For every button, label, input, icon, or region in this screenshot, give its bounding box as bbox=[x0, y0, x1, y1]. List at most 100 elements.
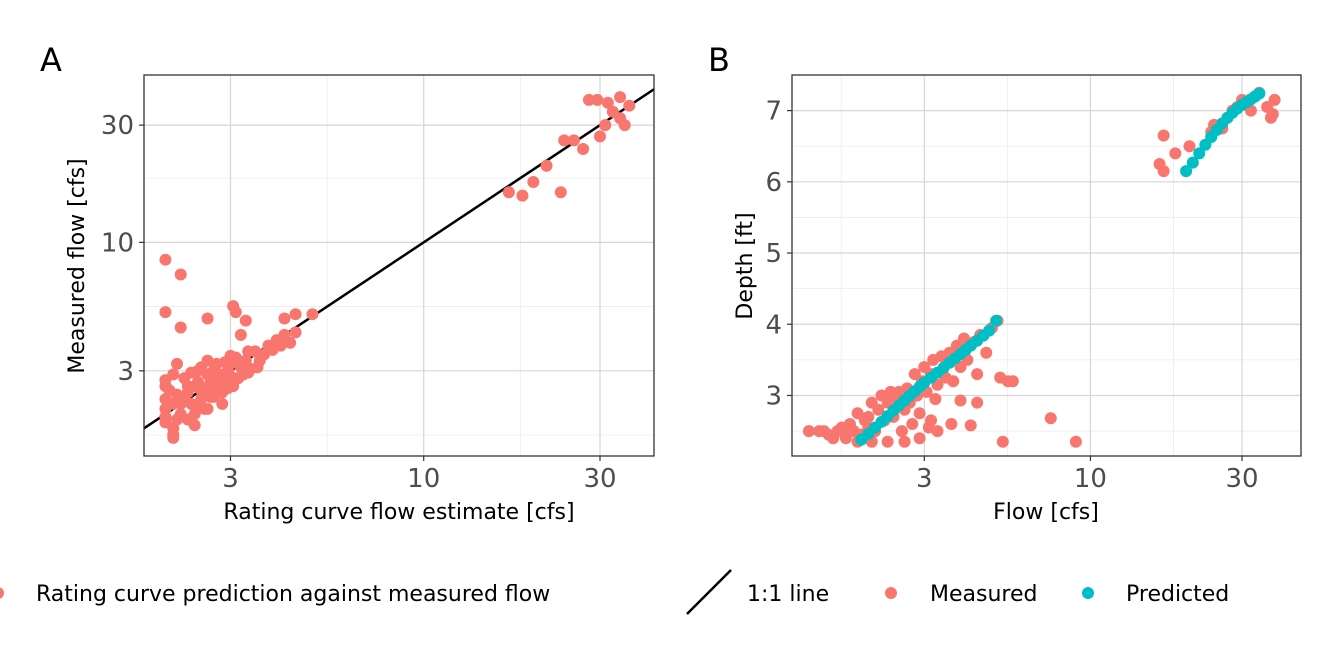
panel-label-b: B bbox=[708, 41, 730, 79]
measured-point bbox=[181, 413, 194, 426]
measured-point bbox=[802, 425, 815, 438]
measured-point bbox=[201, 402, 214, 415]
measured-point bbox=[289, 308, 302, 321]
y-tick-label: 3 bbox=[117, 357, 134, 387]
measured-point bbox=[540, 159, 553, 172]
x-tick-label: 30 bbox=[583, 464, 616, 494]
measured-point bbox=[306, 308, 319, 321]
legend-measured-label: Measured bbox=[930, 582, 1037, 607]
measured-point bbox=[599, 119, 612, 132]
measured-point bbox=[947, 375, 960, 388]
measured-point bbox=[207, 364, 220, 377]
panel-b-ticks: 3 10 30 3 4 5 6 7 bbox=[765, 97, 1258, 494]
measured-point bbox=[229, 306, 242, 319]
measured-point bbox=[931, 425, 944, 438]
measured-point bbox=[996, 435, 1009, 448]
measured-point bbox=[171, 357, 184, 370]
measured-point bbox=[971, 396, 984, 409]
measured-point bbox=[618, 119, 631, 132]
measured-point bbox=[159, 306, 172, 319]
measured-point bbox=[554, 186, 567, 199]
measured-point bbox=[881, 435, 894, 448]
measured-point bbox=[872, 403, 885, 416]
panel-b: B 3 10 30 3 4 5 6 7 Flow [cfs] Depth [ft] bbox=[708, 41, 1302, 525]
measured-point bbox=[623, 99, 636, 112]
measured-point bbox=[278, 312, 291, 325]
measured-point bbox=[567, 134, 580, 147]
measured-point bbox=[178, 393, 191, 406]
predicted-point bbox=[983, 324, 996, 337]
measured-point bbox=[242, 345, 255, 358]
panel-b-points bbox=[802, 86, 1281, 448]
measured-point bbox=[913, 407, 926, 420]
measured-point bbox=[558, 134, 571, 147]
legend-predicted-label: Predicted bbox=[1126, 582, 1229, 607]
measured-point bbox=[582, 93, 595, 106]
measured-point bbox=[964, 419, 977, 432]
measured-point bbox=[839, 432, 852, 445]
measured-point bbox=[242, 366, 255, 379]
x-tick-label: 3 bbox=[222, 464, 239, 494]
predicted-point bbox=[1186, 156, 1199, 169]
measured-point bbox=[954, 394, 967, 407]
measured-point bbox=[201, 312, 214, 325]
measured-point bbox=[289, 326, 302, 339]
measured-point bbox=[1157, 129, 1170, 142]
y-tick-label: 5 bbox=[765, 239, 782, 269]
measured-point bbox=[232, 372, 245, 385]
predicted-point bbox=[1180, 165, 1193, 178]
measured-point bbox=[163, 384, 176, 397]
measured-point bbox=[906, 417, 919, 430]
panel-b-x-axis-title: Flow [cfs] bbox=[993, 500, 1099, 525]
measured-point bbox=[516, 189, 529, 202]
measured-point bbox=[185, 366, 198, 379]
measured-point bbox=[284, 336, 297, 349]
legend-line-swatch bbox=[686, 569, 732, 615]
x-tick-label: 10 bbox=[407, 464, 440, 494]
panel-a-x-axis-title: Rating curve flow estimate [cfs] bbox=[223, 500, 574, 525]
measured-point bbox=[1069, 435, 1082, 448]
measured-point bbox=[591, 93, 604, 106]
predicted-point bbox=[990, 314, 1003, 327]
panel-a-y-axis-title: Measured flow [cfs] bbox=[65, 158, 90, 373]
measured-point bbox=[167, 397, 180, 410]
panel-a-points bbox=[159, 91, 636, 444]
measured-point bbox=[601, 96, 614, 109]
panel-a-ticks: 3 10 30 3 10 30 bbox=[101, 111, 617, 494]
measured-point bbox=[1169, 147, 1182, 160]
measured-point bbox=[159, 253, 172, 266]
legend-left-label: Rating curve prediction against measured… bbox=[36, 582, 550, 607]
measured-point bbox=[594, 130, 607, 143]
measured-point bbox=[1268, 93, 1281, 106]
legend-measured-swatch bbox=[885, 587, 897, 599]
measured-point bbox=[167, 431, 180, 444]
measured-point bbox=[216, 397, 229, 410]
y-tick-label: 10 bbox=[101, 228, 134, 258]
measured-point bbox=[1266, 108, 1279, 121]
measured-point bbox=[159, 374, 172, 387]
measured-point bbox=[171, 413, 184, 426]
y-tick-label: 4 bbox=[765, 310, 782, 340]
measured-point bbox=[195, 361, 208, 374]
measured-point bbox=[1006, 375, 1019, 388]
measured-point bbox=[191, 400, 204, 413]
measured-point bbox=[898, 435, 911, 448]
measured-point bbox=[527, 176, 540, 189]
measured-point bbox=[221, 382, 234, 395]
measured-point bbox=[1044, 412, 1057, 425]
legend-predicted-swatch bbox=[1082, 587, 1094, 599]
measured-point bbox=[174, 268, 187, 281]
panel-label-a: A bbox=[40, 41, 62, 79]
measured-point bbox=[204, 390, 217, 403]
panel-b-frame bbox=[791, 74, 1302, 457]
predicted-point bbox=[1193, 147, 1206, 160]
panel-a-frame bbox=[143, 74, 655, 457]
measured-point bbox=[577, 142, 590, 155]
x-tick-label: 3 bbox=[916, 464, 933, 494]
measured-point bbox=[862, 410, 875, 423]
measured-point bbox=[198, 382, 211, 395]
y-tick-label: 30 bbox=[101, 111, 134, 141]
measured-point bbox=[971, 368, 984, 381]
measured-point bbox=[174, 321, 187, 334]
